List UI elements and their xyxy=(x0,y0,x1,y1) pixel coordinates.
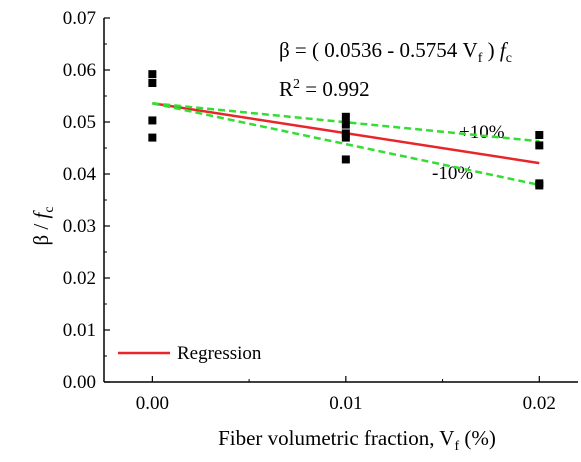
data-point xyxy=(341,120,350,129)
y-tick-label: 0.01 xyxy=(63,320,96,341)
plot-area: 0.00 0.01 0.02 0.03 0.04 0.05 0.06 0.07 0.00 0.01… xyxy=(63,8,578,414)
data-point xyxy=(535,131,544,139)
upper-bound-line xyxy=(152,102,540,143)
y-tick-label: 0.00 xyxy=(63,372,96,393)
legend: Regression xyxy=(118,343,262,364)
y-tick-label: 0.04 xyxy=(63,164,97,185)
y-tick-label: 0.06 xyxy=(63,60,96,81)
data-point xyxy=(148,116,157,125)
data-point xyxy=(535,181,544,190)
y-axis-title: β / fc xyxy=(29,206,57,245)
data-point xyxy=(341,155,350,164)
y-tick-label: 0.05 xyxy=(63,112,96,133)
upper-bound-label: +10% xyxy=(459,122,505,143)
x-axis-title: Fiber volumetric fraction, Vf (%) xyxy=(218,426,496,454)
lower-bound-label: -10% xyxy=(432,163,473,184)
x-tick-label: 0.02 xyxy=(523,393,556,414)
data-point xyxy=(148,70,157,79)
r-squared-label: R2 = 0.992 xyxy=(279,77,370,101)
x-tick-label: 0.00 xyxy=(136,393,169,414)
y-tick-label: 0.03 xyxy=(63,216,96,237)
data-point xyxy=(341,112,350,121)
data-point xyxy=(341,129,350,138)
data-point xyxy=(535,141,544,150)
data-point xyxy=(148,79,157,87)
data-point xyxy=(148,133,157,142)
regression-equation: β = ( 0.0536 - 0.5754 Vf ) fc xyxy=(279,38,512,66)
data-point xyxy=(341,133,350,142)
legend-regression-label: Regression xyxy=(177,343,262,364)
y-tick-label: 0.07 xyxy=(63,8,96,29)
x-tick-label: 0.01 xyxy=(329,393,362,414)
y-tick-label: 0.02 xyxy=(63,268,96,289)
